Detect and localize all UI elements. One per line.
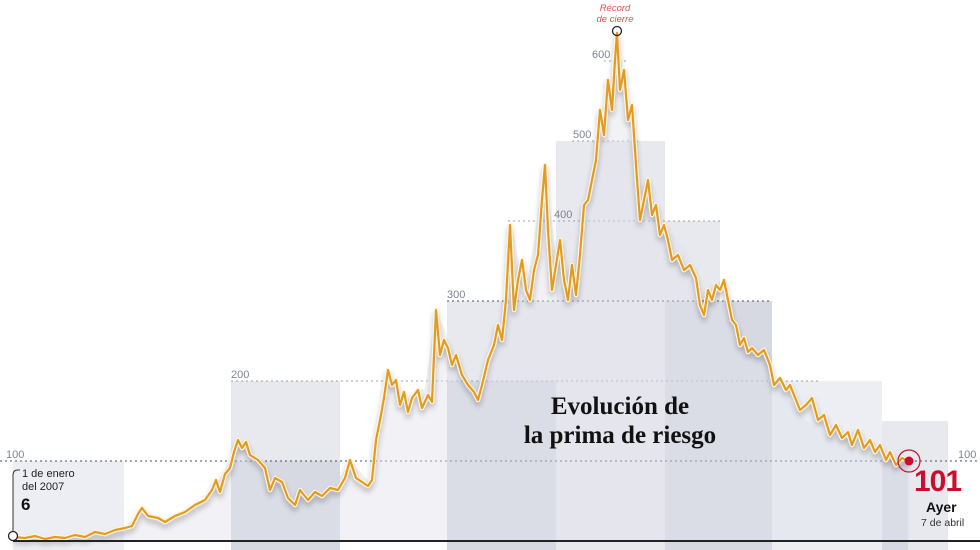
chart-title: Evolución de la prima de riesgo (470, 392, 770, 450)
start-value: 6 (21, 495, 31, 514)
band-2011-lower (447, 381, 556, 550)
tick-label-300: 300 (447, 289, 466, 301)
tick-label-200: 200 (231, 369, 250, 381)
start-marker (7, 530, 19, 542)
tick-label-400: 400 (554, 209, 573, 221)
start-date-line1: 1 de enero (22, 468, 75, 480)
band-2009-lower (231, 461, 340, 550)
tick-label-100-left: 100 (6, 449, 25, 461)
end-value: 101 (914, 465, 962, 498)
gridlines (0, 60, 980, 462)
record-marker (611, 25, 623, 37)
chart-title-line1: Evolución de (550, 393, 690, 420)
start-date-annotation: 1 de enero del 2007 (22, 468, 75, 494)
record-label-line2: de cierre (596, 14, 634, 25)
tick-label-600: 600 (592, 49, 611, 61)
end-label: Ayer (926, 499, 957, 515)
area-fill (13, 33, 910, 541)
end-marker-dot (904, 456, 914, 466)
risk-premium-line-core (12, 31, 911, 541)
chart-title-line2: la prima de riesgo (523, 422, 717, 449)
start-bracket (12, 469, 20, 536)
end-marker-ring (897, 449, 921, 473)
band-2012 (556, 141, 665, 550)
start-date-line2: del 2007 (22, 481, 65, 493)
tick-label-500: 500 (573, 129, 592, 141)
record-label-line1: Récord (599, 3, 631, 14)
record-annotation: Récord de cierre (575, 3, 655, 25)
tick-label-100-right: 100 (958, 449, 977, 461)
end-date: 7 de abril (921, 517, 965, 529)
band-2013-lower (665, 301, 772, 550)
year-bands (13, 141, 948, 550)
band-2014 (772, 381, 882, 550)
band-2015-lower (882, 461, 908, 550)
